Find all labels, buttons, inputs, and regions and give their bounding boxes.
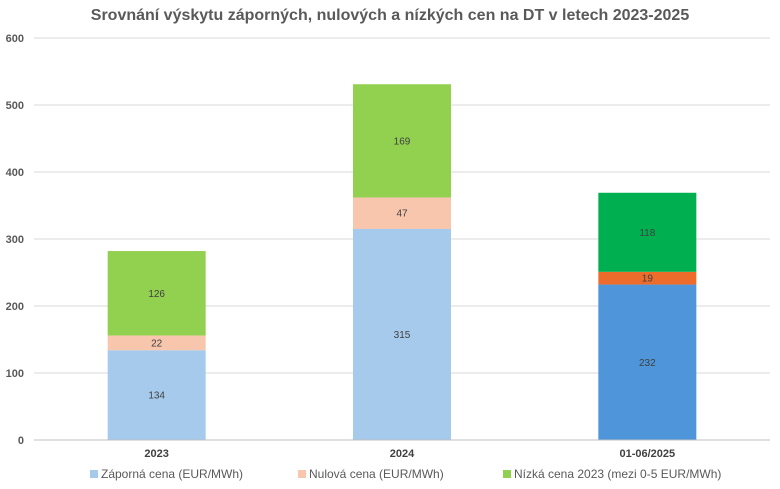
y-tick-label: 200 — [6, 301, 24, 313]
data-label: 169 — [394, 136, 411, 147]
y-tick-label: 400 — [6, 167, 24, 179]
x-tick-label: 2023 — [144, 448, 168, 460]
data-label: 22 — [151, 338, 163, 349]
data-label: 126 — [148, 289, 165, 300]
y-tick-label: 500 — [6, 100, 24, 112]
bar-segment — [598, 271, 697, 285]
legend-swatch — [503, 470, 511, 478]
legend-swatch — [298, 470, 306, 478]
y-tick-label: 0 — [18, 435, 24, 447]
bar-segment — [107, 350, 206, 440]
data-label: 19 — [642, 274, 654, 285]
data-label: 232 — [639, 358, 656, 369]
bar-segment — [353, 197, 451, 229]
axes: 0 100 200 300 400 500 600 2023 2024 01-06/2025 — [6, 33, 770, 460]
data-label: 134 — [148, 391, 165, 402]
y-tick-label: 600 — [6, 33, 24, 45]
x-tick-label: 2024 — [390, 448, 415, 460]
chart-title: Srovnání výskytu záporných, nulových a n… — [91, 7, 690, 24]
bar-segment — [353, 84, 451, 198]
bars — [107, 84, 697, 440]
bar-segment — [598, 192, 697, 272]
bar-segment — [107, 251, 206, 336]
data-labels: 134 22 126 315 47 169 232 19 118 — [148, 136, 656, 401]
x-tick-label: 01-06/2025 — [619, 448, 675, 460]
data-label: 118 — [639, 228, 655, 239]
data-label: 315 — [394, 330, 411, 341]
y-tick-label: 300 — [6, 234, 24, 246]
bar-segment — [107, 335, 206, 351]
bar-segment — [598, 284, 697, 440]
legend-entry: Nulová cena (EUR/MWh) — [309, 467, 444, 481]
bar-segment — [353, 228, 451, 440]
data-label: 47 — [396, 209, 408, 220]
y-tick-label: 100 — [6, 368, 24, 380]
legend-swatch — [90, 470, 98, 478]
legend-entry: Nízká cena 2023 (mezi 0-5 EUR/MWh) — [514, 467, 721, 481]
legend: Záporná cena (EUR/MWh) Nulová cena (EUR/M… — [90, 467, 721, 481]
legend-entry: Záporná cena (EUR/MWh) — [101, 467, 243, 481]
